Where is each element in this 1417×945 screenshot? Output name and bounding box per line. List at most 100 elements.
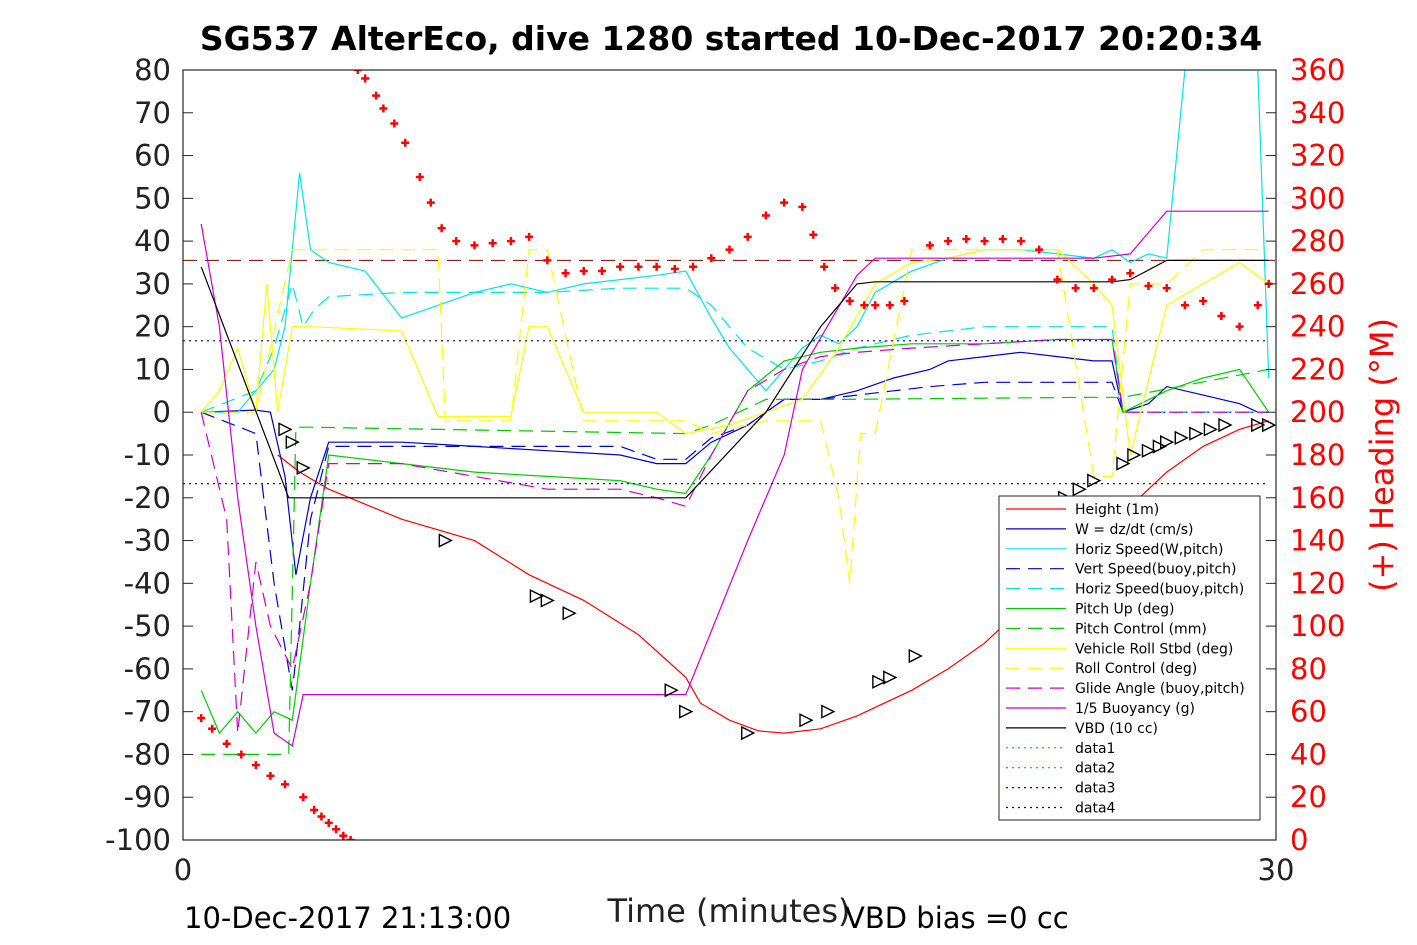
heading-point [1253,301,1262,310]
triangle-marker [1141,443,1157,458]
legend-label: Vehicle Roll Stbd (deg) [1075,641,1233,657]
triangle-marker [1116,456,1131,471]
triangle-marker [1218,417,1233,433]
heading-point [543,256,552,265]
heading-point [401,138,410,147]
legend-box [998,495,1261,821]
triangle-marker [562,606,577,621]
legend-label: Pitch Control (mm) [1075,621,1207,637]
left-tick-label: 10 [134,352,171,386]
heading-point [1144,282,1153,291]
right-tick-label: 320 [1290,139,1345,173]
heading-point [361,74,370,83]
heading-point [208,724,217,733]
left-tick-label: -30 [124,524,171,558]
series-line-11 [200,259,1269,499]
triangle-marker [438,533,453,548]
left-tick-label: 80 [134,53,171,87]
legend-label: W = dz/dt (cm/s) [1075,522,1194,538]
left-tick-label: -10 [124,438,171,472]
heading-point [452,237,461,246]
legend: Height (1m) W = dz/dt (cm/s) Horiz Speed(W… [998,495,1261,821]
triangle-marker [821,704,836,719]
left-tick-label: -60 [124,652,171,686]
triangle-marker [1160,435,1175,450]
right-axis-label: (+) Heading (°M) [1363,318,1401,592]
heading-point [962,234,971,243]
left-tick-label: -90 [124,780,171,814]
legend-label: data1 [1075,741,1115,757]
triangle-marker [1152,439,1167,454]
heading-point [372,91,381,100]
heading-point [885,301,894,310]
right-tick-label: 240 [1290,310,1345,344]
heading-point [998,234,1007,243]
heading-point [332,825,341,834]
heading-point [1108,275,1117,284]
triangle-marker [799,713,814,728]
triangle-marker [1127,447,1142,463]
heading-point [346,836,355,840]
heading-point [689,262,698,271]
x-axis-label: Time (minutes) [607,892,851,930]
heading-point [1089,284,1098,293]
legend-label: Horiz Speed(buoy,pitch) [1075,582,1244,598]
right-tick-label: 120 [1290,566,1345,600]
heading-point [251,761,260,770]
heading-point [831,284,840,293]
heading-point [780,198,789,207]
legend-label: VBD (10 cc) [1075,721,1158,737]
heading-point [725,245,734,254]
heading-point [488,239,497,248]
left-tick-label: -80 [124,737,171,771]
heading-point [616,262,625,271]
right-tick-label: 140 [1290,524,1345,558]
triangle-marker [285,435,300,450]
triangle-marker [883,670,898,685]
heading-point [707,254,716,263]
heading-point [1016,237,1025,246]
heading-point [761,211,770,220]
series-line-8 [201,249,1269,584]
heading-point [310,806,319,815]
right-tick-label: 40 [1290,737,1327,771]
heading-point [900,297,909,305]
right-axis: 3603403203002802602402202001801601401201… [1290,53,1345,857]
heading-point [1053,275,1062,284]
heading-point [506,237,515,246]
heading-point [415,172,424,181]
left-tick-label: -70 [124,695,171,729]
x-axis: 0 30 [174,830,1294,887]
heading-point [1217,311,1226,320]
right-tick-label: 360 [1290,53,1345,87]
heading-point [561,269,570,278]
marker-layer [197,70,1276,840]
heading-point [820,262,829,271]
triangle-marker [908,648,923,664]
heading-point [579,267,588,276]
heading-point [266,771,275,780]
heading-point [426,198,435,207]
heading-point [1199,297,1208,305]
right-tick-label: 280 [1290,224,1345,258]
legend-label: Pitch Up (deg) [1075,602,1174,618]
heading-point [944,237,953,246]
triangle-marker [529,589,544,604]
left-tick-label: 0 [153,395,171,429]
heading-point [670,264,679,273]
footer-vbd-bias: VBD bias =0 cc [845,901,1069,935]
triangle-marker [540,593,555,608]
triangle-marker [1087,473,1102,488]
triangle-marker [679,704,694,719]
right-tick-label: 300 [1290,181,1345,215]
legend-label: 1/5 Buoyancy (g) [1075,701,1195,717]
right-tick-label: 220 [1290,352,1345,386]
left-tick-label: -100 [105,823,171,857]
heading-point [809,230,818,239]
triangle-marker [1072,482,1087,497]
series-line-10 [200,210,1269,747]
right-tick-label: 100 [1290,609,1345,643]
legend-label: Roll Control (deg) [1075,661,1197,677]
heading-point [1162,284,1171,293]
legend-label: data3 [1075,781,1115,797]
